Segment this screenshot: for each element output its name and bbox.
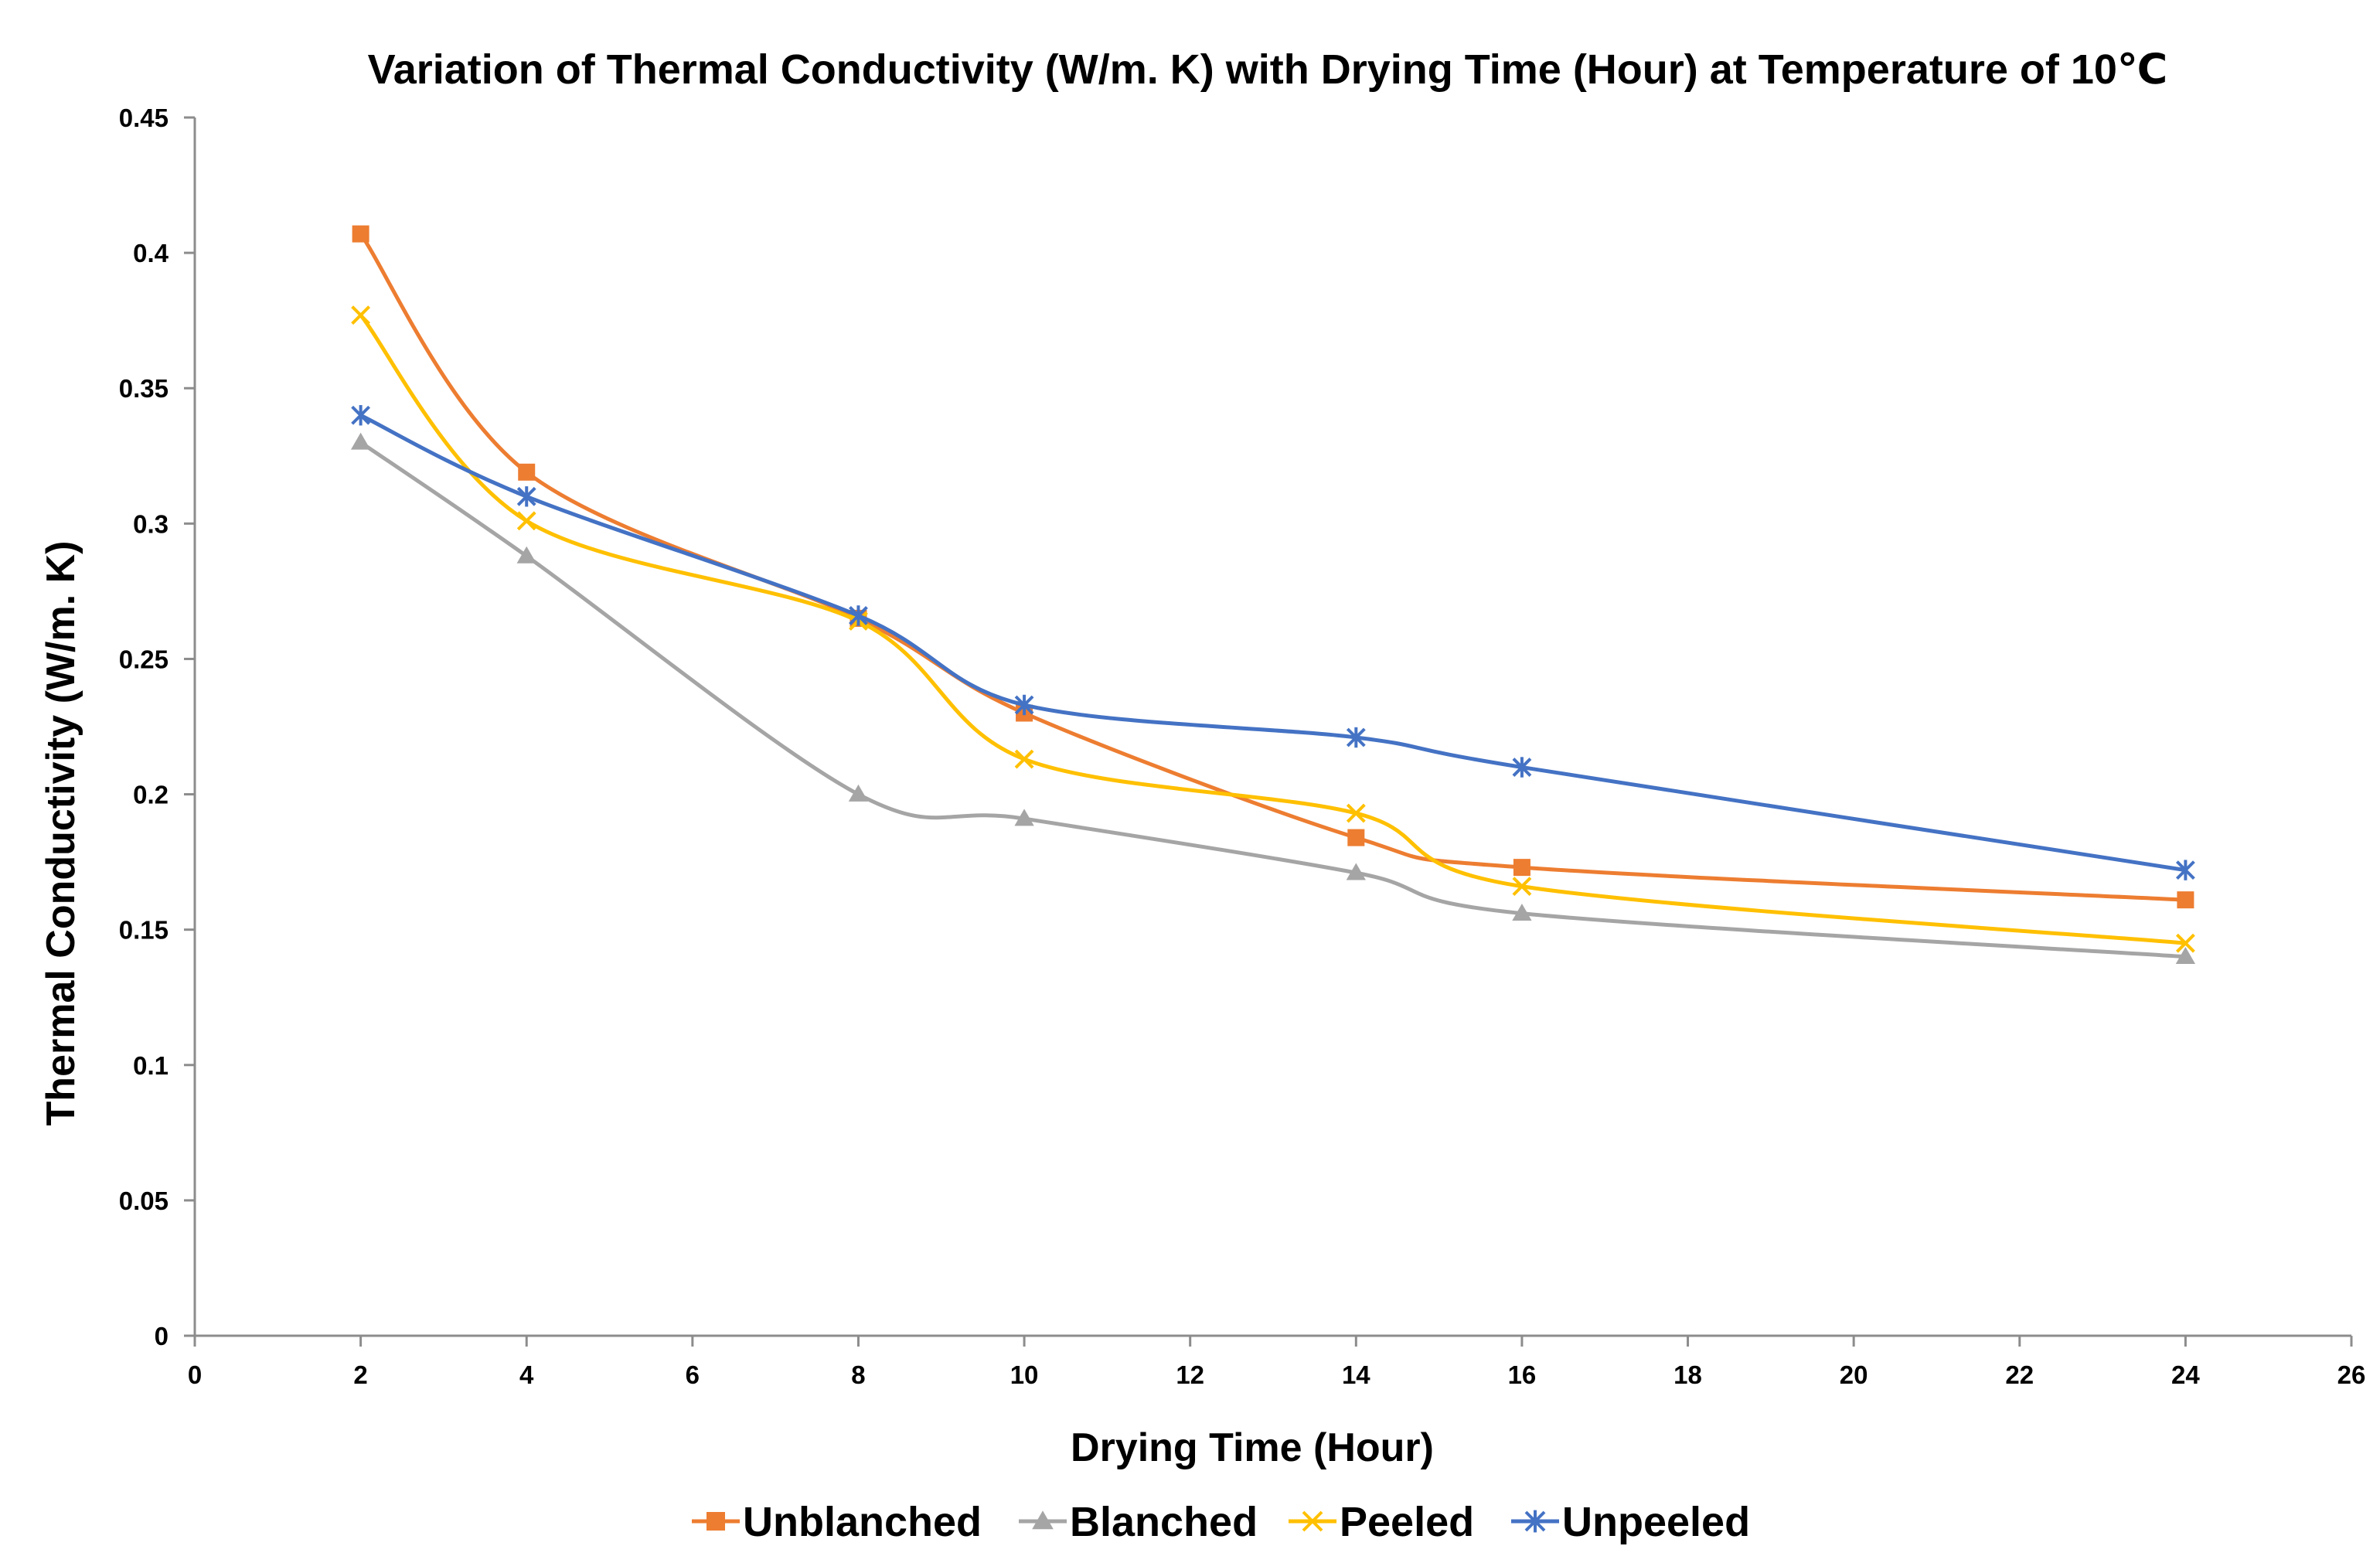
data-point-blanched — [1346, 863, 1366, 880]
x-tick-label: 6 — [686, 1360, 700, 1389]
data-point-unpeeled — [516, 486, 536, 507]
data-point-peeled — [516, 511, 536, 531]
data-point-blanched — [1014, 809, 1034, 826]
data-point-peeled — [351, 305, 371, 325]
data-point-unblanched — [518, 463, 536, 481]
y-tick-label: 0.4 — [133, 239, 169, 267]
x-tick-label: 8 — [851, 1360, 865, 1389]
legend-item-unpeeled: Unpeeled — [1511, 1499, 1750, 1545]
legend-item-unblanched: Unblanched — [692, 1499, 982, 1545]
legend-marker — [1032, 1510, 1054, 1530]
series-line-blanched — [359, 440, 2188, 959]
data-point-unblanched — [352, 225, 369, 243]
data-point-unblanched — [1513, 859, 1530, 877]
legend-label: Blanched — [1070, 1499, 1258, 1545]
series-unpeeled — [351, 405, 2195, 880]
data-point-unpeeled — [1014, 694, 1034, 716]
legend-item-peeled: Peeled — [1289, 1499, 1474, 1545]
y-tick-label: 0.05 — [119, 1187, 169, 1215]
data-point-unblanched — [1347, 829, 1365, 846]
y-tick-label: 0.2 — [133, 781, 169, 809]
data-point-unblanched — [2177, 891, 2194, 909]
data-point-unpeeled — [1512, 757, 1532, 778]
y-tick-label: 0.1 — [133, 1051, 169, 1080]
y-tick-label: 0.25 — [119, 645, 169, 673]
chart-title: Variation of Thermal Conductivity (W/m. … — [368, 46, 2168, 93]
legend-label: Unblanched — [743, 1499, 982, 1545]
y-axis-label: Thermal Conductivity (W/m. K) — [39, 541, 83, 1126]
series-peeled — [351, 305, 2195, 953]
legend-item-blanched: Blanched — [1019, 1499, 1258, 1545]
x-tick-label: 14 — [1342, 1360, 1370, 1389]
x-tick-label: 10 — [1010, 1360, 1039, 1389]
x-tick-label: 12 — [1176, 1360, 1204, 1389]
data-point-blanched — [2175, 947, 2196, 965]
series-line-peeled — [359, 313, 2188, 945]
data-point-unpeeled — [351, 405, 371, 426]
x-tick-label: 18 — [1673, 1360, 1702, 1389]
y-tick-label: 0.35 — [119, 374, 169, 403]
data-point-blanched — [516, 546, 536, 564]
x-tick-label: 4 — [519, 1360, 534, 1389]
data-point-blanched — [1512, 904, 1532, 921]
x-tick-label: 24 — [2171, 1360, 2200, 1389]
y-tick-label: 0.15 — [119, 916, 169, 945]
data-point-unpeeled — [849, 605, 868, 626]
x-tick-label: 20 — [1840, 1360, 1868, 1389]
legend-label: Peeled — [1340, 1499, 1474, 1545]
legend: Unblanched Blanched Peeled Unpeeled — [692, 1499, 1750, 1545]
series-unblanched — [352, 225, 2194, 909]
data-point-blanched — [350, 432, 371, 450]
data-point-peeled — [1014, 749, 1034, 769]
legend-label: Unpeeled — [1562, 1499, 1750, 1545]
axes: 00.050.10.150.20.250.30.350.40.450 2 4 6 8 10… — [119, 104, 2366, 1389]
legend-marker — [707, 1512, 725, 1531]
legend-marker — [1302, 1510, 1323, 1532]
data-point-blanched — [848, 784, 869, 802]
x-tick-label: 2 — [353, 1360, 367, 1389]
data-point-peeled — [1512, 877, 1532, 897]
x-tick-label: 0 — [188, 1360, 202, 1389]
x-tick-label: 26 — [2337, 1360, 2366, 1389]
y-tick-label: 0.3 — [133, 509, 169, 538]
series-line-unpeeled — [359, 413, 2188, 873]
data-point-peeled — [2175, 933, 2195, 953]
series-layer — [350, 225, 2196, 965]
y-tick-label: 0 — [155, 1322, 169, 1350]
series-blanched — [350, 432, 2196, 965]
legend-marker — [1524, 1510, 1546, 1533]
y-tick-label: 0.45 — [119, 104, 169, 132]
x-tick-label: 16 — [1508, 1360, 1537, 1389]
data-point-peeled — [1346, 803, 1366, 823]
data-point-unpeeled — [1346, 727, 1366, 748]
data-point-unpeeled — [2175, 860, 2195, 880]
x-tick-label: 22 — [2005, 1360, 2034, 1389]
x-axis-label: Drying Time (Hour) — [1071, 1425, 1434, 1470]
